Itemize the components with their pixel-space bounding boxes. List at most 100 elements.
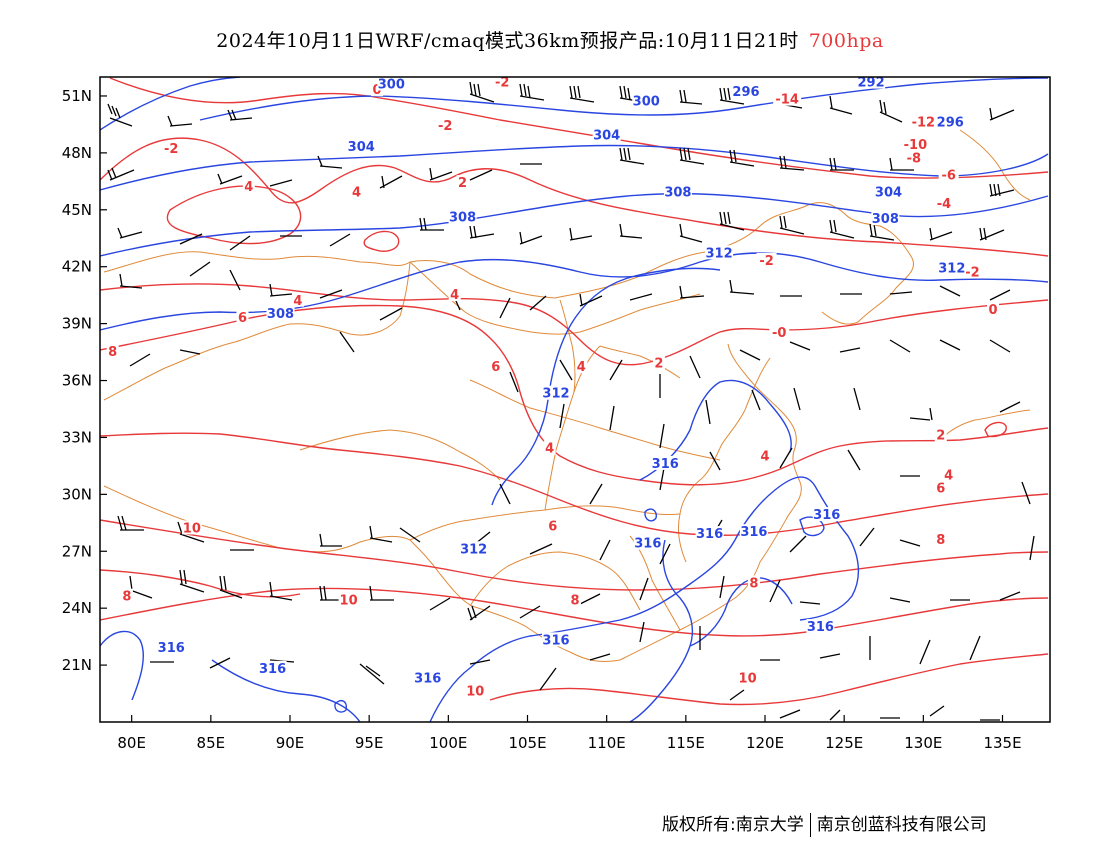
- height-contour-label-bg: [806, 619, 835, 634]
- height-contour-label: 300: [378, 77, 405, 92]
- temperature-contour-label: -2: [495, 76, 509, 91]
- height-contour-label-bg: [705, 245, 734, 260]
- temperature-contour-label-bg: [435, 118, 456, 133]
- height-contour-label-bg: [871, 211, 900, 226]
- temperature-contour-label-bg: [934, 531, 947, 546]
- height-contour-label: 316: [414, 671, 441, 686]
- temperature-contour-label-bg: [756, 252, 777, 267]
- temperature-contour-label-bg: [903, 150, 924, 165]
- temperature-contour-label: -12: [912, 115, 936, 130]
- temperature-contour-label-bg: [938, 167, 959, 182]
- height-contour-label: 316: [259, 662, 286, 677]
- lon-tick-label: 125E: [825, 734, 863, 752]
- temperature-contour-label: -8: [907, 151, 921, 166]
- lon-tick-label: 85E: [197, 734, 226, 752]
- height-contour-label-bg: [695, 526, 724, 541]
- temperature-contour-label: 4: [760, 449, 769, 464]
- lat-tick-label: 36N: [62, 372, 92, 390]
- temperature-contour-label: 6: [238, 311, 247, 326]
- temperature-contour-label-bg: [291, 292, 304, 307]
- temperature-contour-label: 4: [577, 360, 586, 375]
- temperature-contour-label: 2: [936, 428, 945, 443]
- temperature-contour-label-bg: [338, 592, 359, 607]
- temperature-contour-label: -10: [904, 138, 928, 153]
- temperature-contour-label: 8: [749, 576, 758, 591]
- temperature-contour-label-bg: [769, 325, 790, 339]
- height-contour-label: 296: [732, 85, 759, 100]
- title-text: 2024年10月11日WRF/cmaq模式36km预报产品:10月11日21时: [216, 30, 799, 52]
- lat-tick-label: 48N: [62, 144, 92, 162]
- height-contour-label-bg: [377, 76, 406, 91]
- temperature-contour-label: 10: [340, 593, 358, 608]
- temperature-contour-label-bg: [120, 588, 133, 603]
- height-contour-label-bg: [936, 114, 965, 129]
- temperature-contour-label-bg: [901, 137, 930, 152]
- lat-tick-label: 30N: [62, 485, 92, 503]
- temperature-contour-label: 6: [548, 520, 557, 535]
- temperature-contour-label-bg: [181, 520, 202, 535]
- temperature-contour-label-bg: [934, 427, 947, 442]
- temperature-contour-label-bg: [737, 670, 758, 685]
- height-contour-label: 308: [449, 210, 476, 225]
- height-contour-label-bg: [633, 535, 662, 550]
- lon-tick-label: 115E: [667, 734, 705, 752]
- temperature-contour-label: -2: [438, 119, 452, 134]
- height-contour-label-bg: [632, 93, 661, 108]
- height-contour-label: 304: [593, 129, 620, 144]
- temperature-contour-label: 8: [936, 533, 945, 548]
- temperature-contour-label: 4: [352, 186, 361, 201]
- temperature-contour-label-bg: [773, 91, 802, 106]
- height-contour-label-bg: [857, 74, 886, 89]
- height-contour-label: 312: [938, 262, 965, 277]
- copyright-footer: 版权所有:南京大学 南京创蓝科技有限公司: [662, 810, 987, 837]
- height-contour-label: 300: [633, 95, 660, 110]
- temperature-contours: [100, 77, 1049, 706]
- height-contour-label: 316: [807, 620, 834, 635]
- wind-barbs: [107, 81, 1035, 721]
- temperature-contour-label-bg: [942, 467, 955, 482]
- temperature-contour-label: -2: [759, 254, 773, 269]
- temperature-contour-label-bg: [987, 302, 999, 317]
- height-contour-label: 308: [872, 212, 899, 227]
- lon-tick-label: 105E: [508, 734, 546, 752]
- lon-tick-label: 135E: [983, 734, 1021, 752]
- temperature-contour-label-bg: [106, 343, 119, 358]
- height-contour-label-bg: [739, 524, 768, 539]
- temperature-contour-label-bg: [934, 480, 947, 495]
- lon-tick-label: 110E: [588, 734, 626, 752]
- temperature-contour-label: -14: [775, 93, 799, 108]
- temperature-contour-label-bg: [759, 448, 771, 463]
- footer-separator: [809, 813, 811, 837]
- height-contour-label: 308: [267, 307, 294, 322]
- lat-tick-label: 33N: [62, 428, 92, 446]
- temperature-contour-label-bg: [747, 575, 760, 590]
- height-contour-label-bg: [937, 260, 966, 275]
- lat-tick-label: 51N: [62, 87, 92, 105]
- height-contour-label-bg: [266, 306, 295, 321]
- axis-ticks: 80E 85E 90E 95E 100E 105E 110E 115E 120E 125E 130E…: [62, 87, 1022, 752]
- lon-tick-label: 80E: [117, 734, 146, 752]
- temperature-contour-label: -0: [772, 326, 786, 341]
- lat-tick-label: 42N: [62, 258, 92, 276]
- height-contour-label: 308: [664, 186, 691, 201]
- height-contour-label-bg: [812, 507, 841, 522]
- lat-tick-label: 21N: [62, 656, 92, 674]
- temperature-contour-label-bg: [350, 184, 363, 199]
- temperature-contour-label: 4: [244, 180, 253, 195]
- temperature-contour-label: 10: [466, 685, 484, 700]
- height-labels: 300 304 304 300 296 292 296 308 308 304 308 312 312 3…: [157, 74, 966, 686]
- temperature-contour-label-bg: [448, 287, 461, 302]
- temperature-contour-label: 8: [122, 590, 131, 605]
- map-frame: [99, 76, 1051, 723]
- height-contour-label-bg: [258, 660, 287, 675]
- temperature-contour-label: 10: [739, 671, 757, 686]
- height-contour-label-bg: [542, 632, 570, 647]
- temperature-contour-label: 6: [936, 482, 945, 497]
- temperature-contour-label: 8: [570, 593, 579, 608]
- height-contour-label: 304: [875, 186, 902, 201]
- copyright-left: 版权所有:南京大学: [662, 815, 804, 835]
- height-contour-label-bg: [459, 541, 488, 556]
- temperature-contour-label-bg: [575, 359, 588, 374]
- temperature-contour-label: -2: [965, 265, 979, 280]
- height-contour-label: 316: [542, 633, 569, 648]
